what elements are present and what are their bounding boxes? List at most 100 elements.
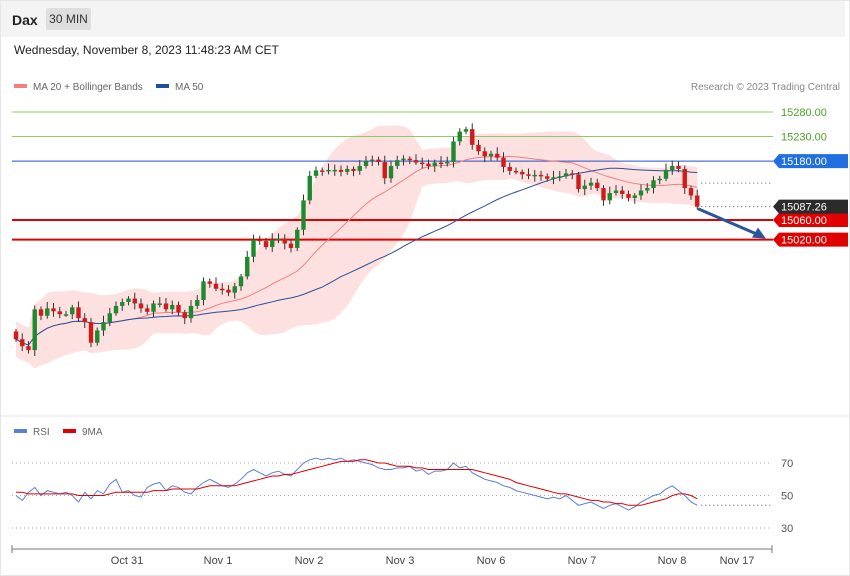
candle-body bbox=[588, 182, 594, 186]
candle-body bbox=[513, 170, 519, 173]
candle-body bbox=[645, 188, 650, 191]
candle-body bbox=[157, 303, 162, 305]
candle-body bbox=[482, 151, 487, 157]
candle-body bbox=[363, 161, 369, 166]
candle-body bbox=[338, 169, 344, 172]
candle-body bbox=[426, 163, 431, 166]
candle-body bbox=[45, 308, 50, 316]
candle-body bbox=[682, 168, 687, 189]
bollinger-band bbox=[16, 125, 698, 369]
candle-body bbox=[520, 171, 525, 175]
time-tick-label-Oct-31: Oct 31 bbox=[111, 555, 143, 567]
rsi-level-label-50: 50 bbox=[781, 491, 793, 503]
legend-ma20-label: MA 20 + Bollinger Bands bbox=[33, 82, 143, 93]
candle-body bbox=[357, 166, 362, 171]
legend-rsi: RSI bbox=[14, 427, 50, 438]
candle-body bbox=[376, 159, 381, 163]
candle-body bbox=[457, 131, 462, 142]
candle-body bbox=[532, 174, 537, 177]
candle-body bbox=[557, 176, 562, 178]
candle-body bbox=[207, 281, 212, 284]
candle-body bbox=[545, 176, 550, 179]
candle-body bbox=[420, 162, 425, 165]
candle-body bbox=[538, 174, 544, 177]
candle-body bbox=[226, 289, 231, 293]
candle-body bbox=[470, 129, 475, 145]
candle-body bbox=[76, 307, 81, 319]
time-tick-label-Nov-1: Nov 1 bbox=[204, 555, 233, 567]
level-tag-15180.00 bbox=[773, 154, 848, 169]
candle-body bbox=[176, 304, 181, 313]
header-bar: Dax 30 MIN bbox=[1, 1, 845, 37]
datetime-label: Wednesday, November 8, 2023 11:48:23 AM … bbox=[14, 43, 279, 57]
rsi-line bbox=[15, 457, 698, 511]
credit-text: Research © 2023 Trading Central bbox=[690, 82, 840, 93]
candle-body bbox=[295, 229, 300, 248]
candle-body bbox=[120, 301, 125, 306]
time-tick-label-Nov-17: Nov 17 bbox=[720, 555, 755, 567]
candle-body bbox=[632, 195, 637, 198]
level-label-15060.00: 15060.00 bbox=[781, 215, 827, 227]
candle-body bbox=[401, 158, 406, 161]
candle-body bbox=[626, 193, 631, 198]
symbol-title: Dax bbox=[12, 12, 38, 28]
candle-body bbox=[57, 311, 62, 315]
rsi-ma-line bbox=[16, 459, 698, 506]
rsi-level-label-70: 70 bbox=[781, 458, 793, 470]
candle-body bbox=[563, 173, 569, 177]
candle-body bbox=[582, 185, 587, 190]
candle-body bbox=[313, 170, 319, 176]
candle-body bbox=[245, 256, 250, 277]
candle-body bbox=[132, 298, 137, 304]
legend-9ma-swatch bbox=[63, 429, 76, 434]
legend-rsi-label: RSI bbox=[33, 427, 50, 438]
candle-body bbox=[95, 330, 100, 343]
legend-9ma: 9MA bbox=[63, 427, 103, 438]
candle-body bbox=[51, 308, 56, 312]
candle-body bbox=[438, 162, 444, 165]
candle-body bbox=[26, 346, 31, 351]
candle-body bbox=[301, 200, 306, 230]
candle-body bbox=[551, 177, 556, 179]
candle-body bbox=[663, 169, 669, 179]
candle-body bbox=[13, 331, 19, 340]
candle-body bbox=[576, 174, 581, 190]
legend-ma20: MA 20 + Bollinger Bands bbox=[14, 82, 143, 93]
candle-body bbox=[288, 243, 294, 248]
candle-body bbox=[32, 309, 37, 351]
legend-ma50: MA 50 bbox=[156, 82, 203, 93]
candle-body bbox=[657, 178, 662, 181]
candle-body bbox=[638, 190, 644, 196]
candle-body bbox=[407, 158, 412, 161]
candle-body bbox=[488, 153, 494, 157]
candle-body bbox=[88, 322, 94, 343]
level-label-15020.00: 15020.00 bbox=[781, 235, 827, 247]
candle-body bbox=[107, 313, 112, 323]
legend-ma50-swatch bbox=[156, 84, 169, 89]
legend-ma20-swatch bbox=[14, 84, 27, 89]
candle-body bbox=[345, 168, 350, 172]
candle-body bbox=[263, 241, 269, 247]
candle-body bbox=[526, 174, 531, 176]
candle-body bbox=[188, 305, 194, 319]
level-label-15180.00: 15180.00 bbox=[781, 156, 827, 168]
candle-body bbox=[382, 162, 387, 179]
candle-body bbox=[170, 304, 175, 310]
candle-body bbox=[501, 157, 506, 167]
candle-body bbox=[601, 188, 606, 201]
candle-body bbox=[20, 339, 25, 347]
timeframe-button[interactable]: 30 MIN bbox=[46, 8, 91, 30]
candle-body bbox=[451, 141, 456, 163]
candle-body bbox=[613, 190, 619, 193]
candle-body bbox=[238, 276, 244, 287]
candle-body bbox=[607, 193, 612, 201]
last-price-label: 15087.26 bbox=[781, 202, 827, 214]
time-tick-label-Nov-8: Nov 8 bbox=[658, 555, 687, 567]
candle-body bbox=[388, 166, 394, 179]
legend-ma50-label: MA 50 bbox=[175, 82, 204, 93]
candle-body bbox=[232, 286, 237, 293]
candle-body bbox=[595, 182, 600, 189]
candle-body bbox=[351, 168, 356, 171]
candle-body bbox=[688, 188, 694, 196]
legend-rsi-swatch bbox=[14, 429, 27, 434]
